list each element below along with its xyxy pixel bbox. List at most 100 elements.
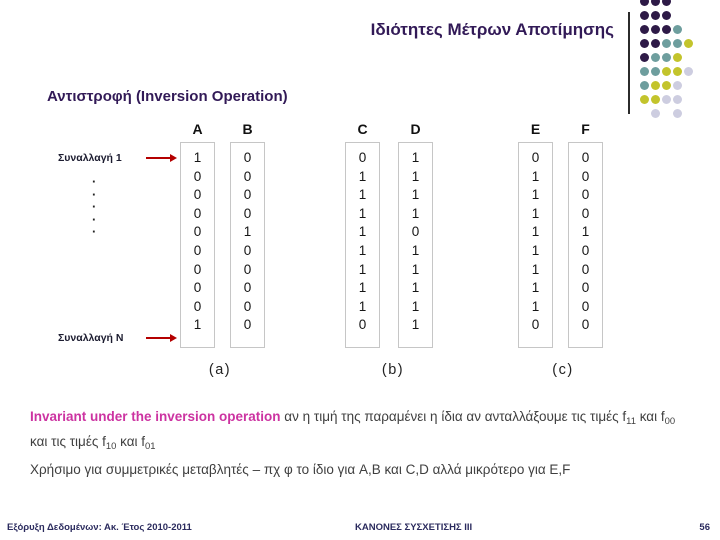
column-box: 0 1 1 1 1 1 1 1 1 0 (345, 142, 380, 348)
deco-dot (673, 81, 682, 90)
cell-value: 1 (358, 168, 367, 184)
page-number: 56 (699, 522, 710, 533)
ellipsis-dot: · (92, 174, 97, 189)
row-label-transaction-n: Συναλλαγή Ν (58, 332, 124, 344)
ellipsis-dot: · (92, 199, 97, 214)
column-header: C (357, 121, 368, 137)
column-header: D (410, 121, 421, 137)
cell-value: 1 (531, 168, 540, 184)
cell-value: 1 (531, 280, 540, 296)
cell-value: 1 (358, 242, 367, 258)
cell-value: 1 (411, 261, 420, 277)
column-box: 0 1 1 1 1 1 1 1 1 0 (518, 142, 553, 348)
cell-value: 0 (243, 187, 252, 203)
paragraph-usefulness: Χρήσιμο για συμμετρικές μεταβλητές – πχ … (30, 462, 571, 477)
paragraph-invariant: Invariant under the inversion operation … (30, 407, 680, 457)
deco-dot (662, 0, 671, 6)
vector-column-F: F 0 0 0 0 1 0 0 0 0 0 (568, 121, 603, 348)
cell-value: 0 (581, 298, 590, 314)
cell-value: 0 (243, 168, 252, 184)
footer-section: ΚΑΝΟΝΕΣ ΣΥΣΧΕΤΙΣΗΣ III (355, 522, 473, 533)
cell-value: 0 (243, 150, 252, 165)
cell-value: 1 (531, 298, 540, 314)
cell-value: 1 (358, 205, 367, 221)
cell-value: 1 (411, 187, 420, 203)
cell-value: 0 (243, 317, 252, 333)
cell-value: 1 (358, 187, 367, 203)
cell-value: 1 (531, 187, 540, 203)
deco-dot (662, 81, 671, 90)
cell-value: 0 (581, 280, 590, 296)
deco-dot (651, 67, 660, 76)
deco-dot (640, 67, 649, 76)
vector-column-E: E 0 1 1 1 1 1 1 1 1 0 (518, 121, 553, 348)
cell-value: 1 (411, 317, 420, 333)
cell-value: 0 (193, 168, 202, 184)
cell-value: 1 (411, 150, 420, 165)
cell-value: 0 (411, 224, 420, 240)
cell-value: 0 (243, 298, 252, 314)
footer-course: Εξόρυξη Δεδομένων: Ακ. Έτος 2010-2011 (7, 522, 192, 533)
cell-value: 1 (531, 261, 540, 277)
vector-column-A: A 1 0 0 0 0 0 0 0 0 1 (180, 121, 215, 348)
deco-dot (662, 25, 671, 34)
cell-value: 1 (358, 298, 367, 314)
deco-dot (651, 39, 660, 48)
group-caption: (a) (208, 362, 232, 378)
cell-value: 0 (243, 280, 252, 296)
cell-value: 0 (581, 150, 590, 165)
deco-dot (651, 25, 660, 34)
cell-value: 1 (358, 280, 367, 296)
cell-value: 1 (193, 150, 202, 165)
deco-dot (640, 11, 649, 20)
cell-value: 0 (243, 242, 252, 258)
cell-value: 0 (581, 261, 590, 277)
cell-value: 1 (531, 242, 540, 258)
deco-dot (640, 0, 649, 6)
deco-dot (662, 39, 671, 48)
deco-dot (640, 53, 649, 62)
cell-value: 0 (358, 317, 367, 333)
cell-value: 1 (358, 261, 367, 277)
deco-dot (651, 0, 660, 6)
deco-dot (651, 11, 660, 20)
cell-value: 0 (581, 317, 590, 333)
cell-value: 1 (411, 298, 420, 314)
cell-value: 0 (243, 261, 252, 277)
deco-dot (673, 67, 682, 76)
deco-dot (640, 39, 649, 48)
column-header: F (581, 121, 590, 137)
vector-column-C: C 0 1 1 1 1 1 1 1 1 0 (345, 121, 380, 348)
deco-dot (651, 81, 660, 90)
deco-dot (673, 53, 682, 62)
cell-value: 1 (193, 317, 202, 333)
cell-value: 0 (581, 187, 590, 203)
slide-subtitle: Αντιστροφή (Inversion Operation) (47, 88, 288, 105)
vector-column-D: D 1 1 1 1 0 1 1 1 1 1 (398, 121, 433, 348)
cell-value: 0 (193, 298, 202, 314)
cell-value: 0 (581, 168, 590, 184)
deco-dot (640, 81, 649, 90)
cell-value: 1 (243, 224, 252, 240)
cell-value: 1 (581, 224, 590, 240)
arrow-transaction-1-icon (146, 154, 177, 162)
vertical-ellipsis: · · · · · (92, 174, 97, 240)
arrow-transaction-n-icon (146, 334, 177, 342)
cell-value: 1 (531, 205, 540, 221)
cell-value: 1 (411, 242, 420, 258)
deco-dot (673, 95, 682, 104)
deco-dot (673, 39, 682, 48)
deco-dot (662, 67, 671, 76)
deco-dot (673, 109, 682, 118)
p1-rest: αν η τιμή της παραμένει η ίδια αν ανταλλ… (30, 409, 676, 452)
cell-value: 1 (411, 168, 420, 184)
cell-value: 0 (531, 317, 540, 333)
deco-dot (662, 95, 671, 104)
deco-dot (673, 25, 682, 34)
column-box: 0 0 0 0 1 0 0 0 0 0 (230, 142, 265, 348)
cell-value: 0 (581, 242, 590, 258)
deco-dot (640, 25, 649, 34)
group-caption: (c) (552, 362, 574, 378)
column-box: 1 0 0 0 0 0 0 0 0 1 (180, 142, 215, 348)
